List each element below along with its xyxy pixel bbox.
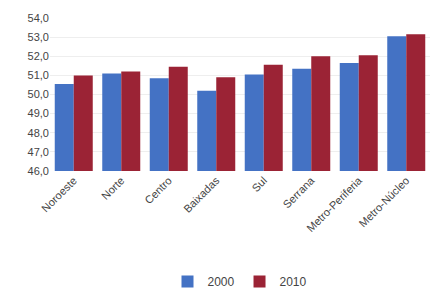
svg-text:54,0: 54,0 [28,12,49,24]
svg-text:Centro: Centro [142,174,174,206]
svg-text:Norte: Norte [99,174,127,202]
svg-text:Sul: Sul [249,174,269,194]
svg-text:49,0: 49,0 [28,107,49,119]
svg-text:Metro-Periferia: Metro-Periferia [304,174,365,235]
svg-text:2000: 2000 [208,275,235,289]
svg-text:Baixadas: Baixadas [181,174,222,215]
svg-text:46,0: 46,0 [28,165,49,177]
svg-text:Metro-Núcleo: Metro-Núcleo [356,174,411,229]
svg-text:Serrana: Serrana [280,174,317,211]
svg-text:48,0: 48,0 [28,127,49,139]
svg-text:52,0: 52,0 [28,50,49,62]
svg-text:50,0: 50,0 [28,88,49,100]
svg-text:51,0: 51,0 [28,69,49,81]
svg-text:47,0: 47,0 [28,146,49,158]
svg-text:2010: 2010 [280,275,307,289]
svg-text:53,0: 53,0 [28,31,49,43]
svg-text:Noroeste: Noroeste [39,174,79,214]
